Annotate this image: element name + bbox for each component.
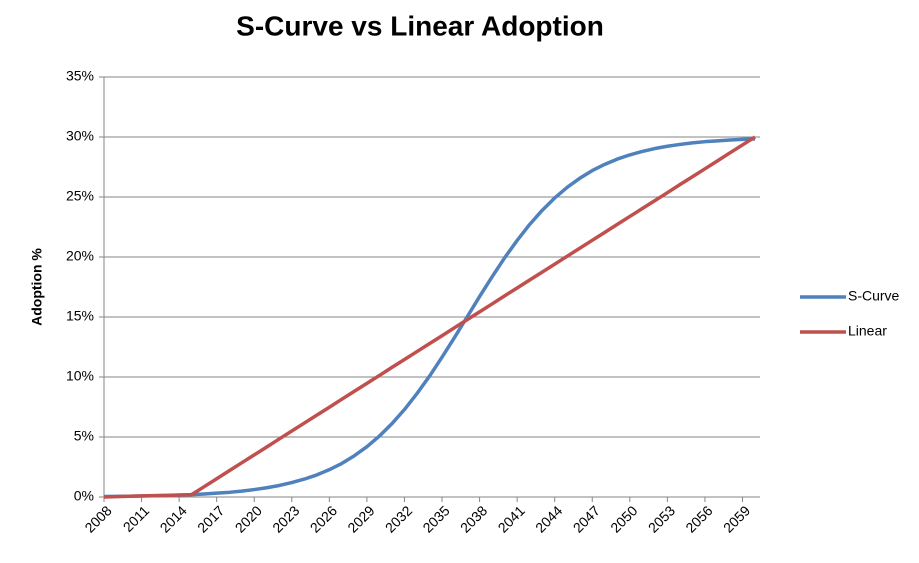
y-axis-title: Adoption % <box>29 248 45 326</box>
x-tick-label: 2029 <box>344 502 377 535</box>
x-tick-label: 2059 <box>720 502 753 535</box>
y-tick-label: 20% <box>66 248 94 264</box>
legend-label: S-Curve <box>848 288 900 304</box>
x-tick-label: 2026 <box>307 502 340 535</box>
x-tick-label: 2047 <box>570 502 603 535</box>
series-line <box>103 137 756 499</box>
series-line <box>103 135 756 499</box>
x-tick-label: 2014 <box>157 502 190 535</box>
x-tick-label: 2032 <box>382 502 415 535</box>
y-tick-label: 35% <box>66 68 94 84</box>
x-tick-label: 2035 <box>419 502 452 535</box>
x-tick-label: 2053 <box>645 502 678 535</box>
y-tick-label: 5% <box>74 428 94 444</box>
x-tick-label: 2011 <box>120 502 153 535</box>
x-tick-label: 2017 <box>194 502 227 535</box>
x-tick-label: 2020 <box>232 502 265 535</box>
x-tick-label: 2038 <box>457 502 490 535</box>
y-tick-label: 10% <box>66 368 94 384</box>
x-tick-label: 2008 <box>81 502 114 535</box>
x-tick-label: 2050 <box>607 502 640 535</box>
y-tick-label: 0% <box>74 488 94 504</box>
y-tick-label: 15% <box>66 308 94 324</box>
chart-title: S-Curve vs Linear Adoption <box>236 10 604 41</box>
x-tick-label: 2023 <box>269 502 302 535</box>
x-tick-label: 2044 <box>532 502 565 535</box>
y-tick-label: 30% <box>66 128 94 144</box>
legend-label: Linear <box>848 323 887 339</box>
x-tick-label: 2056 <box>682 502 715 535</box>
y-tick-label: 25% <box>66 188 94 204</box>
x-tick-label: 2041 <box>495 502 528 535</box>
